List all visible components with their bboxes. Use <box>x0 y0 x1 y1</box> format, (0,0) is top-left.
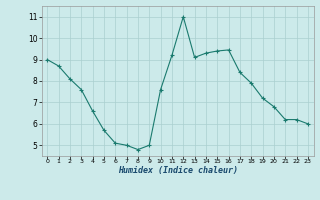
X-axis label: Humidex (Indice chaleur): Humidex (Indice chaleur) <box>118 166 237 175</box>
